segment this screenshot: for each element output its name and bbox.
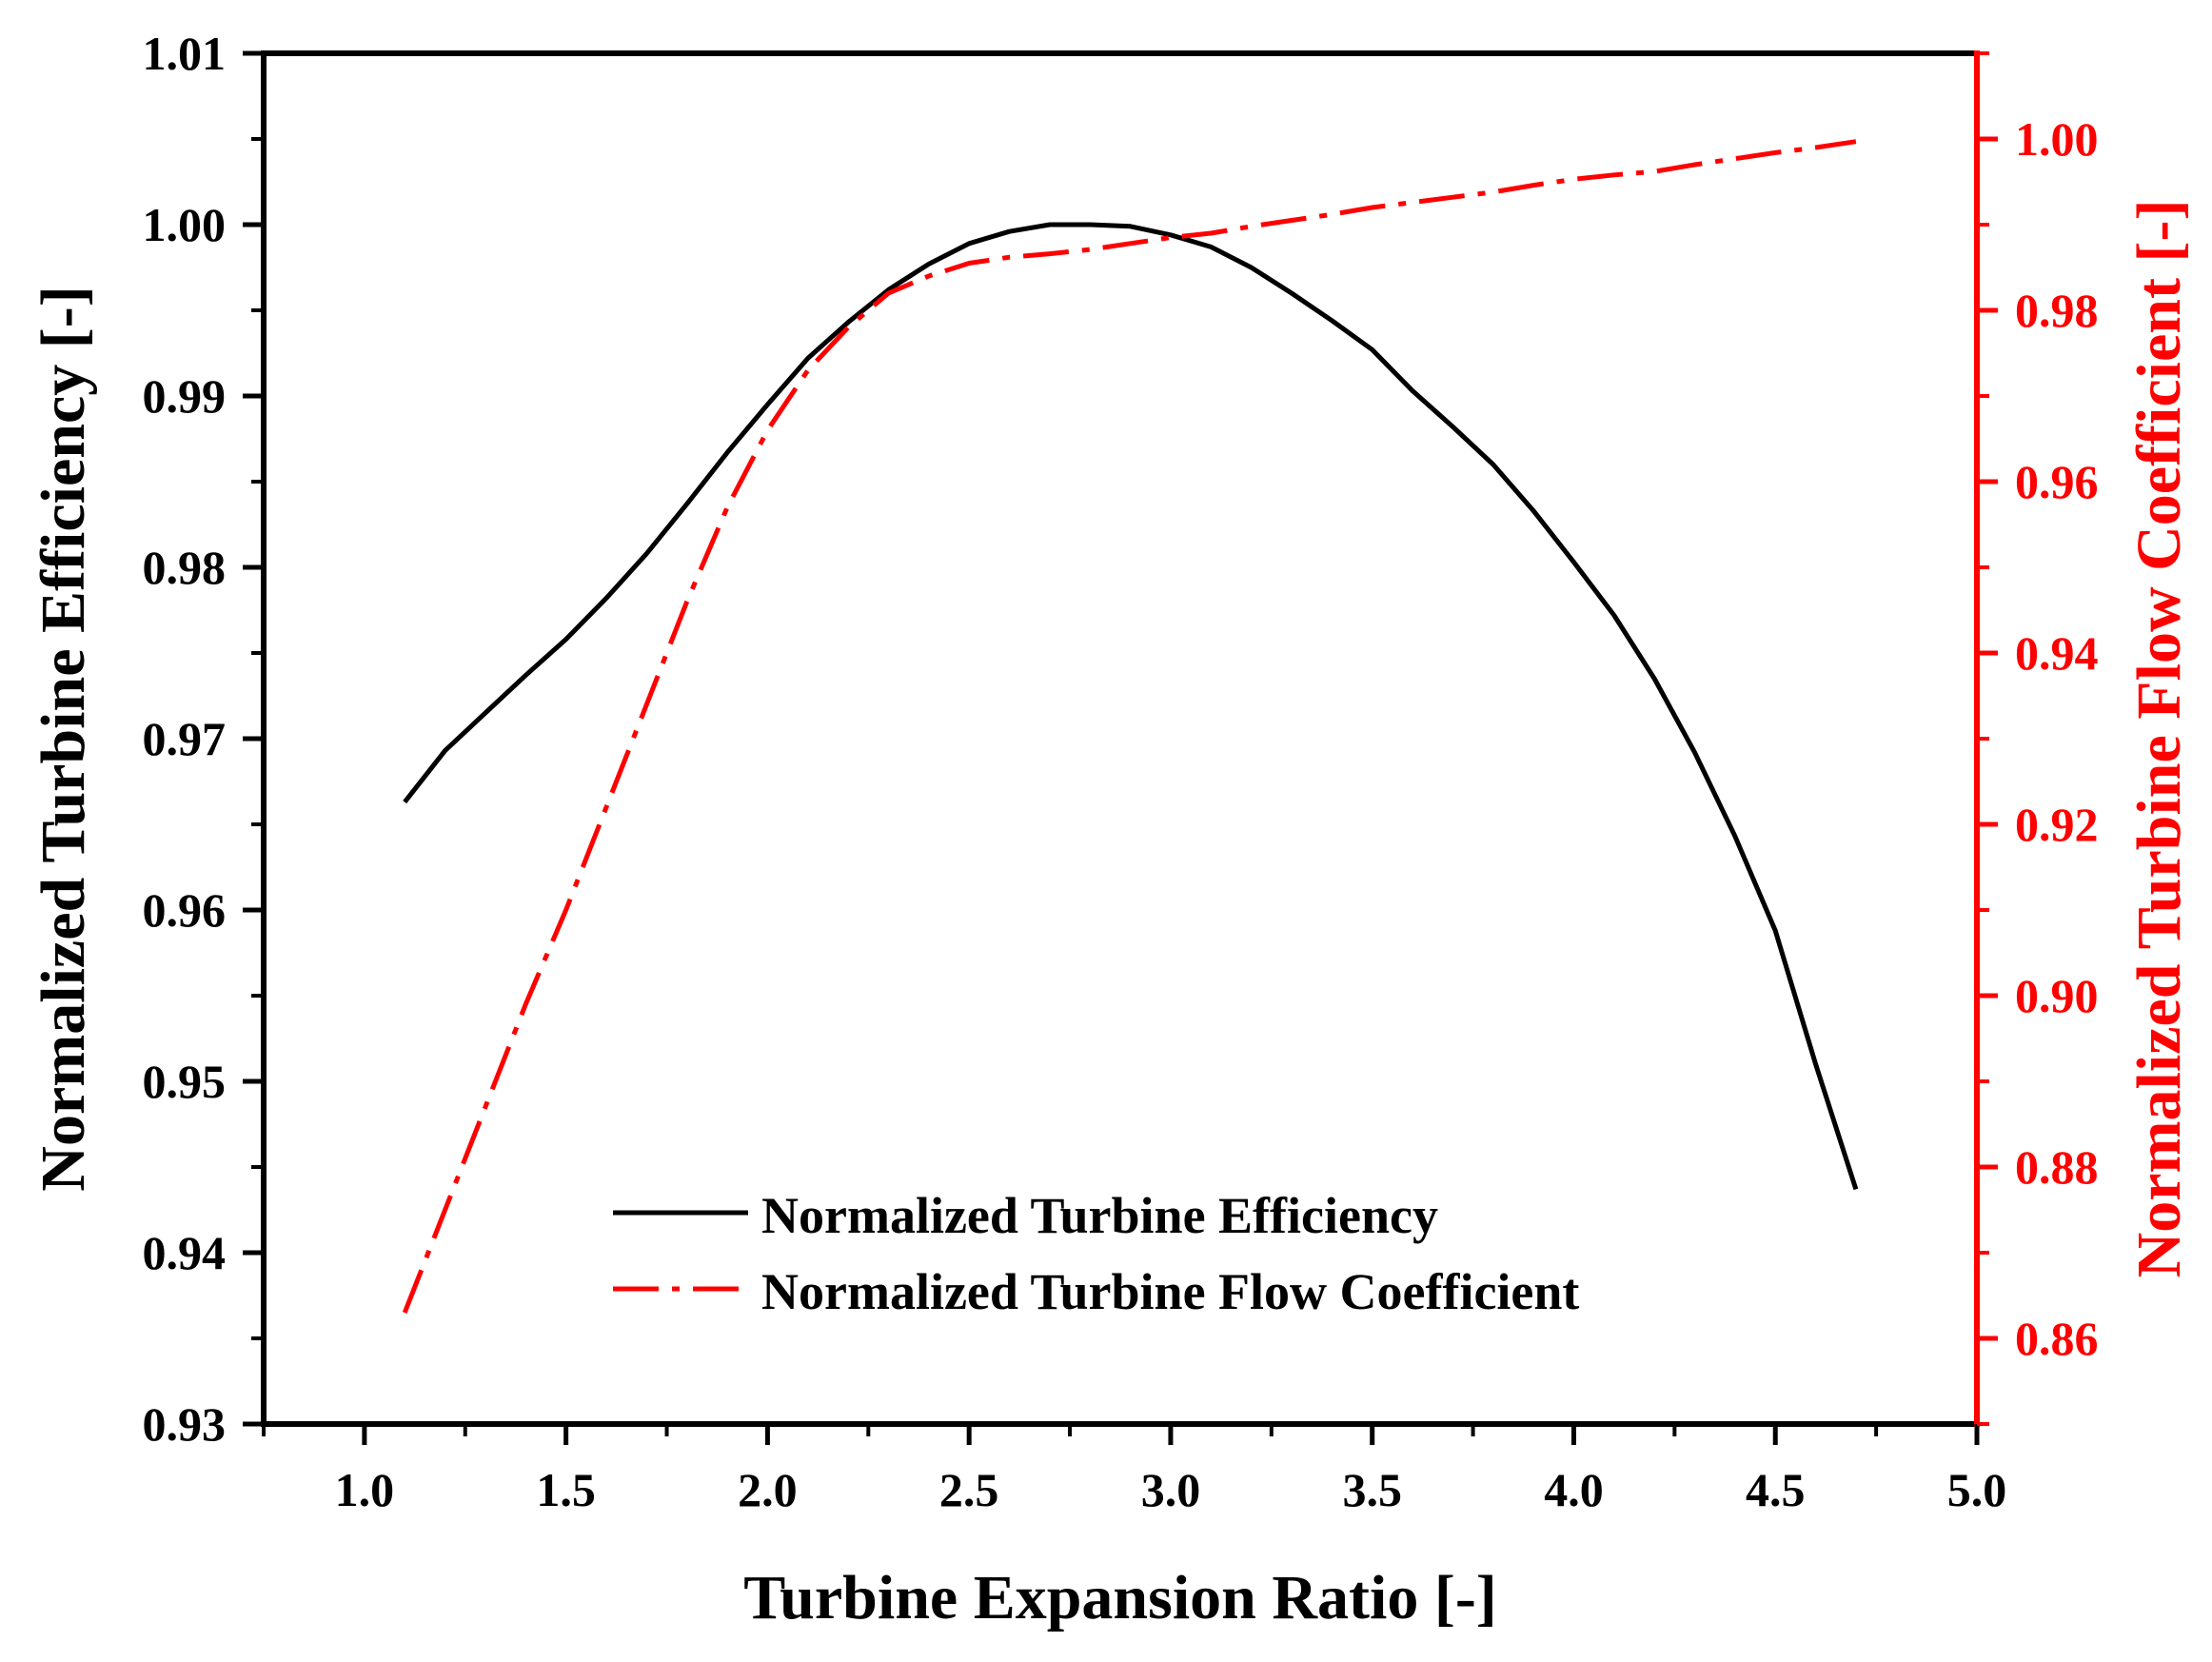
y2-tick-label: 0.94: [2015, 626, 2099, 680]
y2-tick-label: 0.96: [2015, 455, 2099, 508]
y-axis-right-title: Normalized Turbine Flow Coefficient [-]: [2124, 200, 2194, 1278]
x-tick-label: 5.0: [1947, 1463, 2007, 1516]
x-tick-label: 3.0: [1141, 1463, 1201, 1516]
y-tick-label: 0.99: [143, 369, 227, 423]
y-tick-label: 1.01: [143, 27, 227, 80]
y-tick-label: 1.00: [143, 198, 227, 251]
y-tick-label: 0.93: [143, 1397, 227, 1451]
y-tick-label: 0.97: [143, 712, 227, 765]
y-tick-label: 0.95: [143, 1055, 227, 1108]
series-line-efficiency: [403, 222, 1859, 1191]
legend: Normalized Turbine Efficiency Normalized…: [613, 1187, 1579, 1320]
x-tick-label: 2.5: [939, 1463, 999, 1516]
y2-tick-label: 0.98: [2015, 284, 2099, 337]
y-tick-label: 0.96: [143, 883, 227, 937]
legend-label-flow-coefficient: Normalized Turbine Flow Coefficient: [761, 1263, 1579, 1320]
x-axis: 1.0 1.5 2.0 2.5 3.0 3.5 4.0 4.5 5.0: [262, 1424, 2007, 1516]
x-axis-title: Turbine Expansion Ratio [-]: [743, 1563, 1497, 1632]
y2-tick-label: 0.88: [2015, 1140, 2099, 1194]
y-tick-label: 0.98: [143, 541, 227, 594]
y2-tick-label: 0.86: [2015, 1312, 2099, 1365]
series-layer: [402, 139, 1859, 1314]
y2-tick-label: 0.92: [2015, 798, 2099, 851]
y-axis-left: 0.93 0.94 0.95 0.96 0.97 0.98 0.99 1.00 1.01: [143, 27, 264, 1451]
y2-tick-label: 0.90: [2015, 969, 2099, 1022]
y-axis-left-title: Normalized Turbine Efficiency [-]: [29, 286, 98, 1191]
y2-tick-label: 1.00: [2015, 112, 2099, 166]
x-tick-label: 4.0: [1544, 1463, 1604, 1516]
x-tick-label: 4.5: [1746, 1463, 1806, 1516]
y-tick-label: 0.94: [143, 1226, 227, 1279]
legend-label-efficiency: Normalized Turbine Efficiency: [761, 1187, 1438, 1244]
x-tick-label: 2.0: [738, 1463, 798, 1516]
x-tick-label: 3.5: [1342, 1463, 1402, 1516]
x-tick-label: 1.0: [335, 1463, 395, 1516]
series-line-flow-coefficient: [402, 139, 1857, 1314]
y-axis-right: 0.86 0.88 0.90 0.92 0.94 0.96 0.98 1.00: [1977, 51, 2099, 1426]
x-tick-label: 1.5: [536, 1463, 596, 1516]
